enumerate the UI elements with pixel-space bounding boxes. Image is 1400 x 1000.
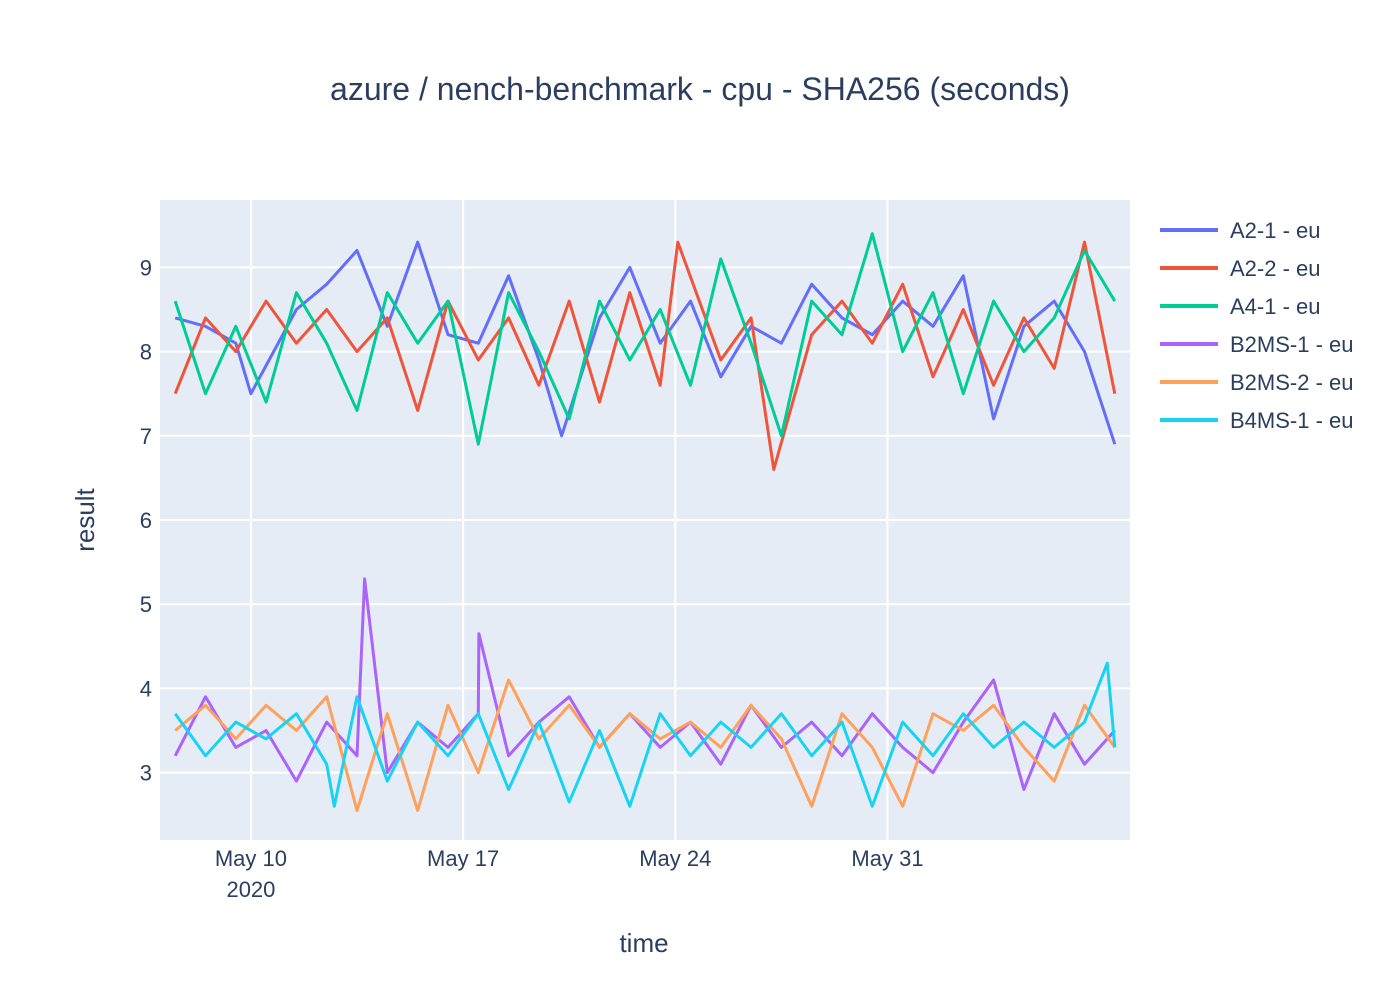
series-line-b2ms-2-eu[interactable]	[174, 678, 1117, 812]
legend-label: A4-1 - eu	[1230, 294, 1321, 319]
legend-label: B4MS-1 - eu	[1230, 408, 1354, 433]
x-tick-label: May 24	[639, 846, 711, 871]
legend: A2-1 - eu A2-2 - eu A4-1 - eu B2MS-1 - eu B2…	[1160, 218, 1354, 433]
y-tick-label: 8	[140, 340, 152, 365]
legend-label: A2-2 - eu	[1230, 256, 1321, 281]
y-tick-label: 9	[140, 255, 152, 280]
x-tick-sublabel: 2020	[226, 877, 275, 902]
y-tick-label: 7	[140, 424, 152, 449]
series-line-a2-2-eu[interactable]	[173, 240, 1117, 471]
series-line-b4ms-1-eu[interactable]	[173, 661, 1117, 808]
y-tick-label: 4	[140, 676, 152, 701]
y-tick-label: 6	[140, 508, 152, 533]
y-axis-title: result	[70, 487, 100, 551]
legend-label: B2MS-1 - eu	[1230, 332, 1354, 357]
legend-item-b2ms-2-eu[interactable]: B2MS-2 - eu	[1160, 370, 1354, 395]
x-tick-label: May 10	[215, 846, 287, 871]
legend-label: B2MS-2 - eu	[1230, 370, 1354, 395]
x-tick-label: May 17	[427, 846, 499, 871]
series-line-a4-1-eu[interactable]	[173, 232, 1117, 446]
series-lines	[173, 232, 1117, 812]
series-line-a2-1-eu[interactable]	[174, 240, 1117, 445]
x-axis-title: time	[619, 928, 668, 958]
y-tick-label: 3	[140, 761, 152, 786]
x-tick-label: May 31	[851, 846, 923, 871]
legend-item-a4-1-eu[interactable]: A4-1 - eu	[1160, 294, 1321, 319]
legend-item-b4ms-1-eu[interactable]: B4MS-1 - eu	[1160, 408, 1354, 433]
axis-ticks: 3 4 5 6 7 8 9 May 10 2020 May 17 May 24 May 31	[140, 255, 924, 902]
y-tick-label: 5	[140, 592, 152, 617]
legend-item-b2ms-1-eu[interactable]: B2MS-1 - eu	[1160, 332, 1354, 357]
legend-item-a2-2-eu[interactable]: A2-2 - eu	[1160, 256, 1321, 281]
chart-title: azure / nench-benchmark - cpu - SHA256 (…	[330, 71, 1070, 107]
legend-item-a2-1-eu[interactable]: A2-1 - eu	[1160, 218, 1321, 243]
legend-label: A2-1 - eu	[1230, 218, 1321, 243]
